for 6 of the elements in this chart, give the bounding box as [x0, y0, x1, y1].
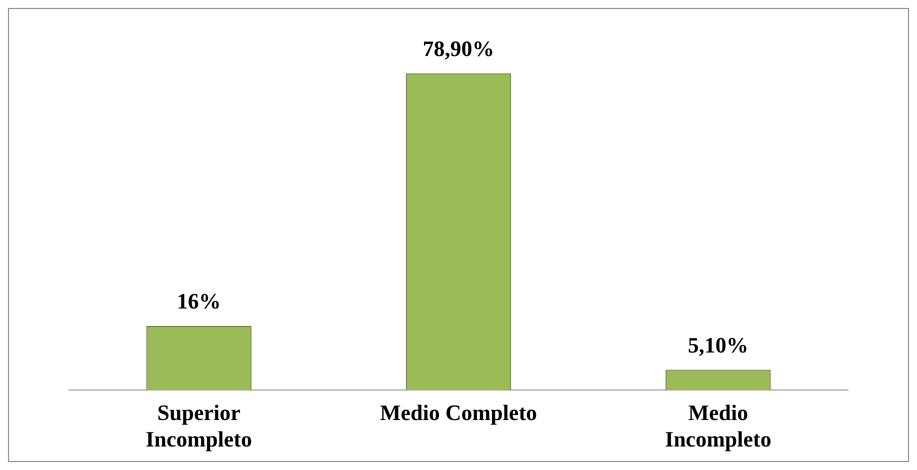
x-tick-label: Medio Incompleto [665, 400, 772, 452]
data-label: 16% [176, 288, 221, 314]
data-label: 78,90% [422, 36, 494, 62]
x-tick-label: Medio Completo [380, 400, 538, 426]
data-label: 5,10% [688, 332, 748, 358]
x-tick-label: Superior Incompleto [146, 400, 252, 452]
